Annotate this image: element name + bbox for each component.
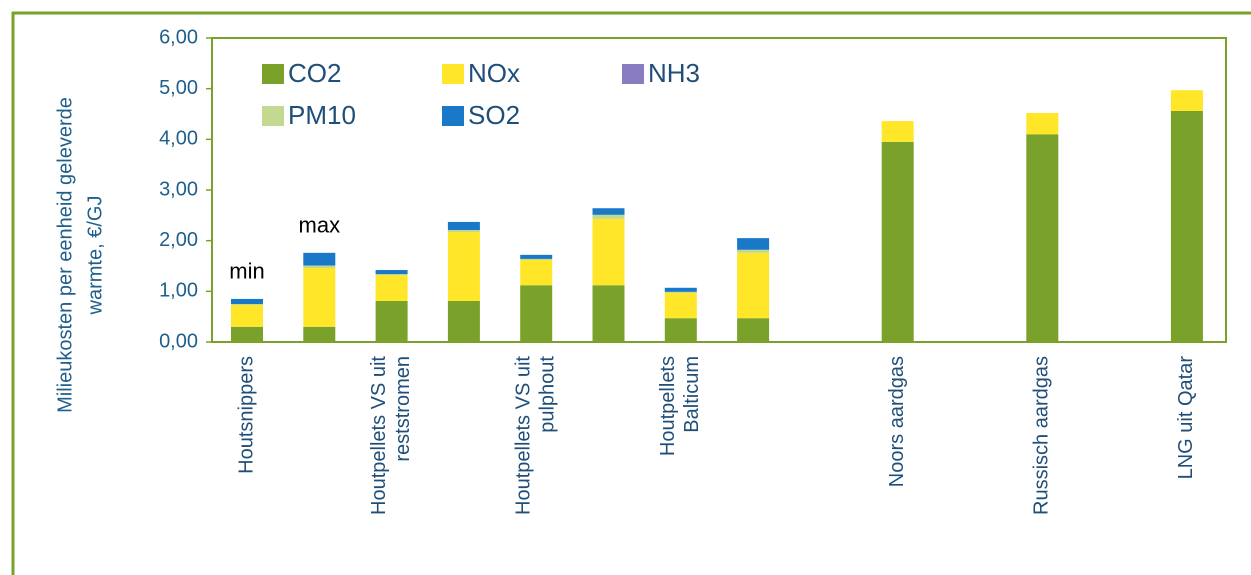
bar-segment	[1026, 134, 1059, 342]
y-axis-label: Milieukosten per eenheid geleverde	[54, 97, 76, 413]
bar-segment	[737, 252, 770, 319]
bar-segment	[375, 274, 408, 276]
bar-segment	[375, 275, 408, 301]
bar-segment	[592, 285, 625, 342]
x-tick-label: Houtpellets VS uit	[368, 356, 390, 515]
x-tick-label: pulphout	[536, 356, 558, 433]
bar-segment	[447, 232, 480, 301]
legend-label: PM10	[288, 100, 356, 130]
y-tick-label: 3,00	[159, 178, 198, 200]
bar-segment	[1026, 112, 1059, 135]
bar-segment	[231, 304, 263, 306]
bar-segment	[664, 318, 697, 342]
bar-segment	[1170, 90, 1203, 111]
bar-segment	[447, 221, 480, 231]
legend-label: NOx	[468, 58, 520, 88]
x-tick-label: LNG uit Qatar	[1175, 356, 1197, 480]
x-tick-label: Balticum	[681, 356, 703, 433]
bar-segment	[303, 326, 336, 342]
x-tick-label: Houtpellets VS uit	[512, 356, 534, 515]
bar-segment	[737, 238, 770, 250]
bar-segment	[520, 258, 553, 260]
bar-segment	[447, 230, 480, 233]
bar-segment	[1170, 110, 1203, 343]
legend-swatch	[262, 64, 284, 84]
legend-label: NH3	[648, 58, 700, 88]
bar-segment	[881, 121, 914, 142]
x-tick-label: Houtpellets	[657, 356, 679, 456]
bar-segment	[737, 318, 770, 342]
bar-segment	[375, 300, 408, 342]
bar-segment	[592, 208, 625, 215]
legend-label: SO2	[468, 100, 520, 130]
bar-segment	[303, 265, 336, 269]
legend-swatch	[622, 64, 644, 84]
x-tick-label: reststromen	[392, 356, 414, 462]
bar-segment	[737, 249, 770, 253]
bar-segment	[592, 218, 625, 286]
y-tick-label: 5,00	[159, 77, 198, 99]
y-tick-label: 1,00	[159, 280, 198, 302]
x-tick-label: Russisch aardgas	[1031, 356, 1053, 515]
x-tick-label: Noors aardgas	[886, 356, 908, 487]
bar-segment	[664, 291, 697, 293]
y-axis-label: warmte, €/GJ	[84, 196, 106, 316]
annotation: min	[229, 259, 264, 284]
legend-swatch	[262, 106, 284, 126]
y-tick-label: 2,00	[159, 229, 198, 251]
bar-segment	[520, 285, 553, 342]
bar-segment	[303, 252, 336, 266]
bar-segment	[881, 141, 914, 342]
bar-segment	[375, 270, 408, 275]
legend-label: CO2	[288, 58, 341, 88]
bar-segment	[664, 292, 697, 319]
x-tick-label: Houtsnippers	[235, 356, 257, 474]
bar-segment	[520, 259, 553, 286]
bar-segment	[520, 254, 553, 259]
bar-segment	[231, 305, 263, 327]
y-tick-label: 0,00	[159, 330, 198, 352]
legend-swatch	[442, 64, 464, 84]
bar-segment	[231, 298, 263, 304]
bar-segment	[303, 268, 336, 327]
bar-segment	[447, 300, 480, 342]
bar-segment	[664, 287, 697, 292]
y-tick-label: 6,00	[159, 26, 198, 48]
legend-swatch	[442, 106, 464, 126]
bar-segment	[231, 326, 263, 342]
annotation: max	[299, 213, 341, 238]
bar-segment	[592, 214, 625, 219]
plot-border	[211, 37, 1227, 343]
y-tick-label: 4,00	[159, 128, 198, 150]
